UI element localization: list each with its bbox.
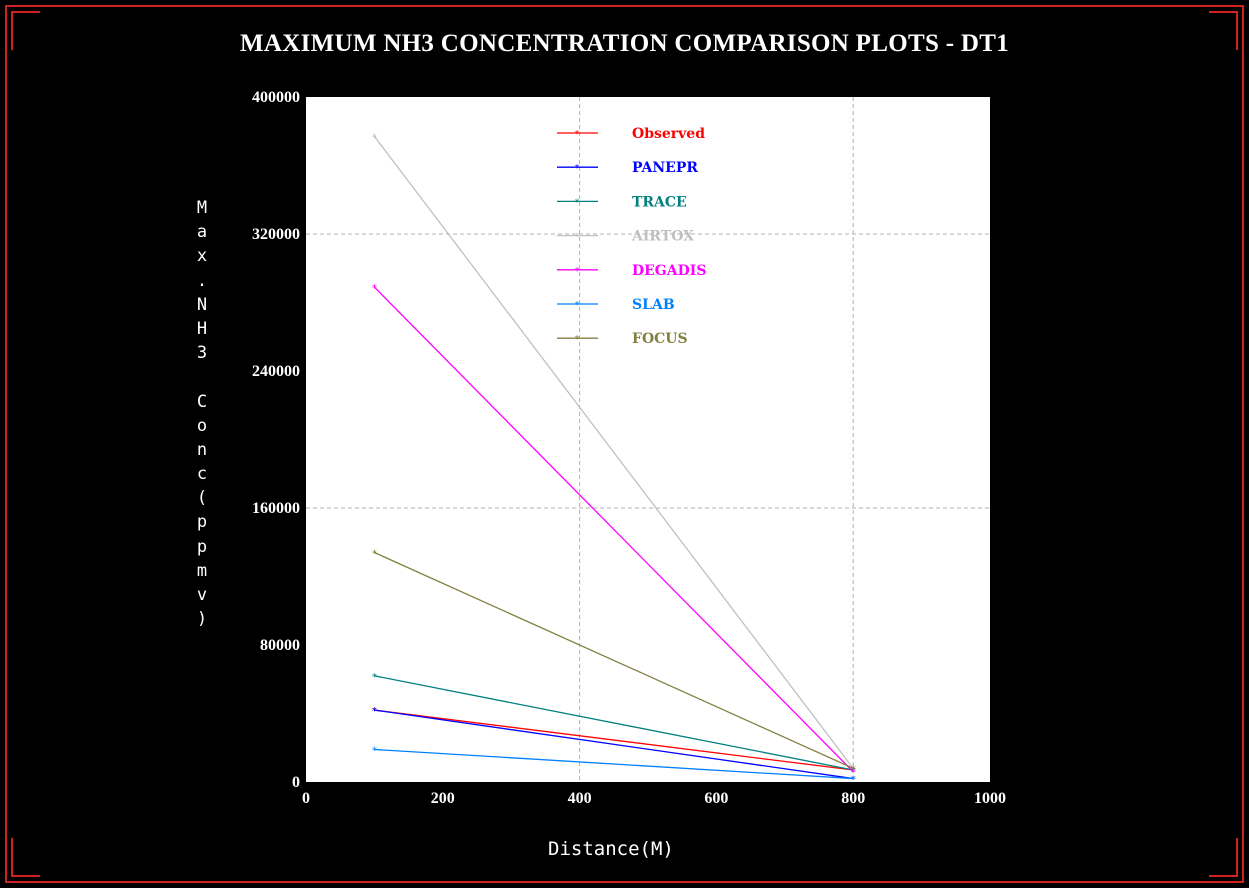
legend-label: Observed — [632, 126, 705, 142]
legend-marker: * — [575, 163, 580, 174]
data-point: * — [372, 283, 377, 294]
data-point: * — [372, 672, 377, 683]
y-tick-label: 320000 — [252, 226, 300, 243]
legend-marker: * — [575, 266, 580, 277]
y-tick-label: 160000 — [252, 500, 300, 517]
y-axis-label-char: v — [196, 585, 208, 605]
legend-marker: * — [575, 232, 580, 243]
y-tick-label: 0 — [292, 774, 300, 791]
y-axis-label-char: H — [196, 318, 208, 339]
series-line — [374, 748, 854, 780]
data-point: * — [851, 764, 856, 775]
plot-area — [306, 97, 990, 782]
data-point: * — [372, 549, 377, 560]
data-point: * — [851, 764, 856, 775]
legend-label: PANEPR — [632, 160, 698, 176]
data-point: * — [851, 775, 856, 786]
y-tick-label: 80000 — [260, 637, 300, 654]
y-axis-label-char: C — [196, 391, 208, 412]
y-axis-label-char: p — [196, 536, 208, 557]
y-axis-label-char: M — [196, 198, 208, 218]
x-tick-label: 1000 — [974, 790, 1006, 807]
x-tick-label: 600 — [704, 790, 728, 807]
data-point: * — [851, 775, 856, 786]
series-line — [374, 551, 854, 769]
y-axis-label-char: p — [196, 512, 208, 533]
y-axis-label-char: n — [196, 439, 208, 460]
series-line — [374, 675, 854, 771]
legend-label: AIRTOX — [631, 229, 694, 245]
y-axis-label-char: c — [196, 464, 208, 485]
chart-title: MAXIMUM NH3 CONCENTRATION COMPARISON PLO… — [239, 30, 1010, 57]
y-axis-label-char: 3 — [196, 343, 208, 364]
x-tick-label: 400 — [568, 790, 592, 807]
y-tick-label: 400000 — [252, 89, 300, 106]
x-tick-label: 0 — [302, 790, 310, 807]
legend-label: FOCUS — [632, 331, 688, 347]
y-axis-label-char: x — [196, 246, 208, 267]
x-tick-label: 800 — [841, 790, 865, 807]
y-axis-label-char: m — [196, 560, 208, 581]
legend-label: SLAB — [632, 297, 675, 313]
legend-marker: * — [575, 129, 580, 140]
y-axis-label-char: . — [196, 270, 208, 291]
x-axis-label: Distance(M) — [548, 838, 674, 860]
data-point: * — [372, 132, 377, 143]
x-tick-label: 200 — [431, 790, 455, 807]
legend-marker: * — [575, 300, 580, 311]
y-tick-label: 240000 — [252, 363, 300, 380]
legend-label: DEGADIS — [632, 263, 706, 279]
grid-lines — [306, 97, 990, 782]
series-line — [373, 286, 854, 773]
legend-label: TRACE — [632, 194, 687, 210]
legend-marker: * — [575, 334, 580, 345]
data-point: * — [372, 745, 377, 756]
y-axis-label-char: a — [196, 222, 208, 243]
data-point: * — [372, 706, 377, 717]
series-line — [374, 709, 854, 771]
y-axis-label-char: o — [196, 415, 208, 436]
series-lines: ************** — [372, 132, 856, 785]
y-axis-label-char: ( — [196, 488, 208, 509]
series-line — [374, 709, 854, 780]
y-axis-label-char: ) — [196, 609, 208, 630]
legend-marker: * — [575, 197, 580, 208]
series-line — [373, 135, 854, 769]
data-point: * — [372, 706, 377, 717]
axis-ticks: 0 200 400 600 800 1000 0 80000 160000 240000 32000… — [252, 89, 1006, 807]
data-point: * — [851, 768, 856, 779]
y-axis-label-char — [192, 365, 212, 389]
legend: * Observed * PANEPR * TRACE * AIRTOX * DEGADIS * SL… — [557, 126, 706, 347]
y-axis-label-char: N — [196, 294, 208, 315]
